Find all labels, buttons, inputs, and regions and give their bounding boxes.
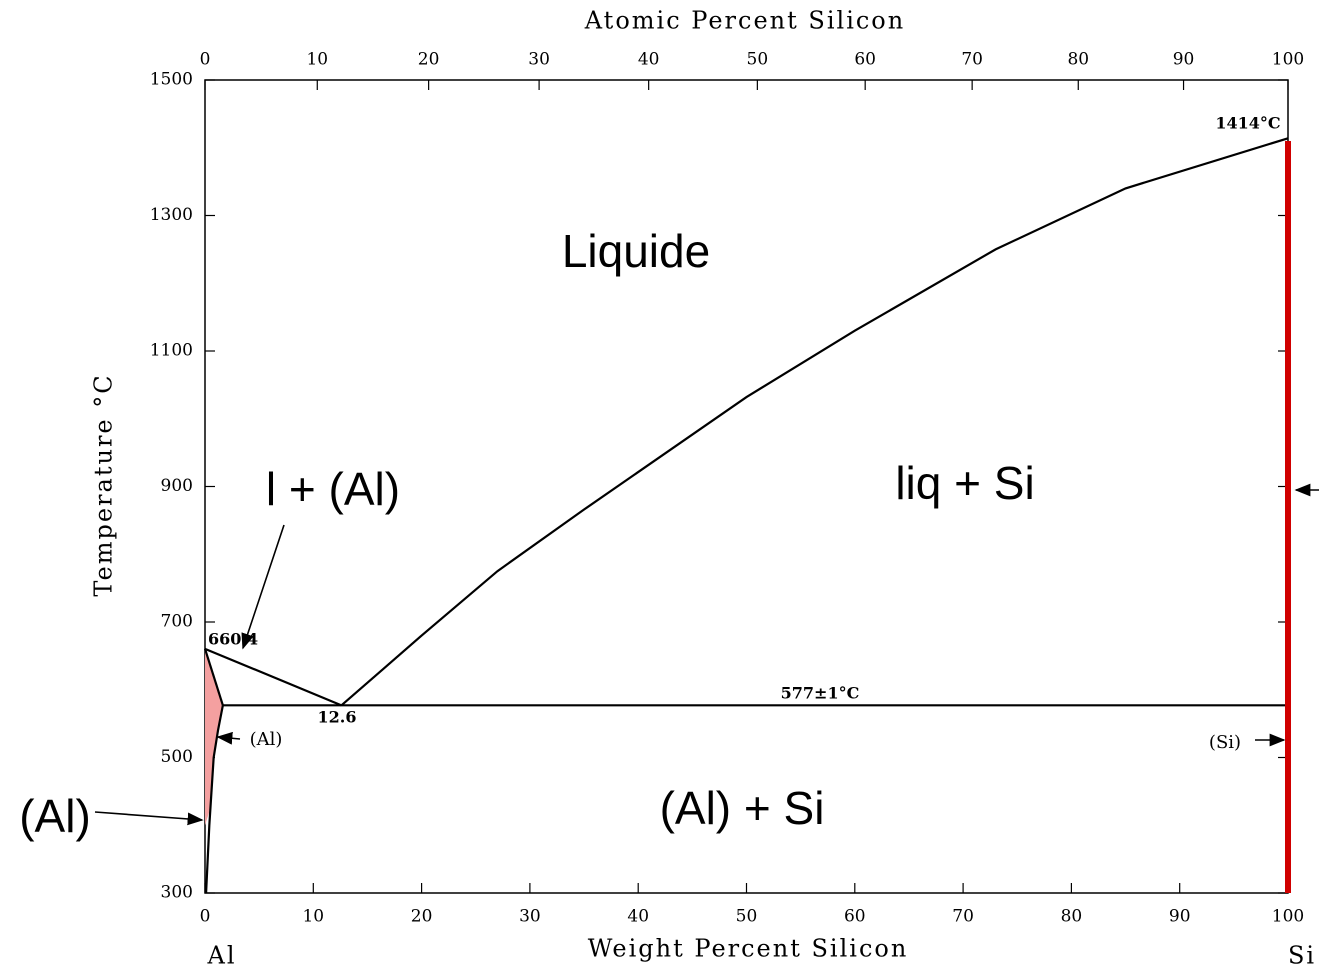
top-tick-label: 20 <box>418 50 440 70</box>
top-tick-label: 40 <box>638 50 660 70</box>
x-tick-label: 70 <box>952 907 974 927</box>
top-tick-label: 90 <box>1173 50 1195 70</box>
x-axis-title: Weight Percent Silicon <box>588 935 909 963</box>
annotation: 12.6 <box>318 708 357 727</box>
top-tick-label: 70 <box>961 50 983 70</box>
y-tick-label: 700 <box>161 612 193 632</box>
arrow <box>241 524 285 650</box>
top-tick-label: 60 <box>854 50 876 70</box>
phase-boundary <box>340 137 1289 707</box>
top-tick-label: 30 <box>528 50 550 70</box>
x-tick-label: 30 <box>519 907 541 927</box>
y-tick-label: 1300 <box>150 205 193 225</box>
top-tick-label: 80 <box>1067 50 1089 70</box>
annotation: 1414°C <box>1215 114 1280 133</box>
annotation: (Al) <box>19 790 91 842</box>
y-tick-label: 300 <box>161 883 193 903</box>
phase-boundary <box>204 705 224 894</box>
top-tick-label: 100 <box>1272 50 1304 70</box>
top-axis-title: Atomic Percent Silicon <box>584 7 905 35</box>
annotation: Liquide <box>562 225 710 277</box>
annotation: (Al) <box>250 729 283 750</box>
x-tick-label: 40 <box>627 907 649 927</box>
top-tick-label: 50 <box>747 50 769 70</box>
phase-boundary <box>204 647 342 707</box>
phase-boundary <box>203 648 224 706</box>
y-tick-label: 1100 <box>150 341 193 361</box>
annotation: l + (Al) <box>266 463 400 515</box>
arrow <box>216 731 241 745</box>
x-tick-label: 80 <box>1061 907 1083 927</box>
arrows <box>94 483 1319 826</box>
y-tick-label: 500 <box>161 747 193 767</box>
x-tick-label: 20 <box>411 907 433 927</box>
annotation: 660.4 <box>208 630 258 649</box>
arrow <box>94 811 204 826</box>
component-label: Si <box>1288 942 1316 968</box>
top-tick-label: 0 <box>200 50 211 70</box>
x-tick-label: 100 <box>1272 907 1304 927</box>
annotation: (Si) <box>1209 732 1241 753</box>
y-tick-label: 1500 <box>150 70 193 90</box>
x-tick-label: 10 <box>302 907 324 927</box>
annotation: liq + Si <box>895 457 1034 509</box>
component-label: Al <box>206 942 236 968</box>
top-tick-label: 10 <box>306 50 328 70</box>
x-tick-label: 0 <box>200 907 211 927</box>
x-tick-label: 60 <box>844 907 866 927</box>
x-tick-label: 50 <box>736 907 758 927</box>
x-tick-label: 90 <box>1169 907 1191 927</box>
y-tick-label: 900 <box>161 476 193 496</box>
annotation: 577±1°C <box>781 684 860 703</box>
y-axis-title: Temperature °C <box>90 373 118 596</box>
annotation: (Al) + Si <box>660 782 825 834</box>
